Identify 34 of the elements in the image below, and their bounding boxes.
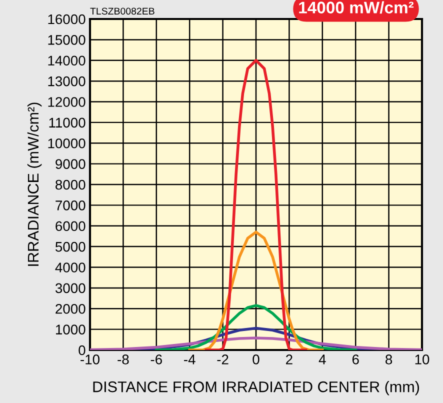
y-tick-label: 14000 xyxy=(48,56,86,66)
x-axis-title: DISTANCE FROM IRRADIATED CENTER (mm) xyxy=(93,381,420,396)
x-tick-label: -2 xyxy=(217,354,228,364)
line-series xyxy=(204,58,308,350)
y-tick-label: 0 xyxy=(78,345,86,356)
text: TLSZB0082EB xyxy=(90,8,154,15)
y-tick-label: 9000 xyxy=(56,159,86,169)
y-tick-label: 12000 xyxy=(48,97,86,107)
x-tick-label: 6 xyxy=(352,354,359,364)
y-tick-label: 13000 xyxy=(48,76,86,86)
y-tick-label: 1000 xyxy=(56,324,86,334)
y-tick-label: 4000 xyxy=(55,262,86,272)
y-axis-title: IRRADIANCE (mW/cm²) xyxy=(27,102,42,266)
y-tick-label: 3000 xyxy=(55,283,86,294)
y-tick-label: 7000 xyxy=(56,200,86,210)
x-tick-label: 4 xyxy=(318,354,326,364)
y-tick-label: 5000 xyxy=(55,242,86,252)
y-tick-label: 8000 xyxy=(56,180,86,190)
y-tick-label: 15000 xyxy=(48,35,86,45)
text: 14000 mW/cm² xyxy=(299,1,414,14)
line-series xyxy=(155,304,357,350)
y-tick-label: 11000 xyxy=(49,118,86,128)
y-tick-label: 6000 xyxy=(56,221,86,232)
x-tick-label: -10 xyxy=(80,354,100,364)
x-tick-label: -6 xyxy=(150,354,162,364)
y-tick-label: 10000 xyxy=(48,138,86,148)
x-tick-label: 2 xyxy=(286,354,292,364)
y-tick-label: 2000 xyxy=(56,304,86,314)
x-tick-label: -8 xyxy=(118,354,129,364)
x-tick-label: 8 xyxy=(386,354,392,364)
x-tick-label: 10 xyxy=(415,354,430,364)
x-tick-label: -4 xyxy=(184,354,196,364)
x-tick-label: 0 xyxy=(252,354,260,364)
y-tick-label: 16000 xyxy=(48,14,86,24)
